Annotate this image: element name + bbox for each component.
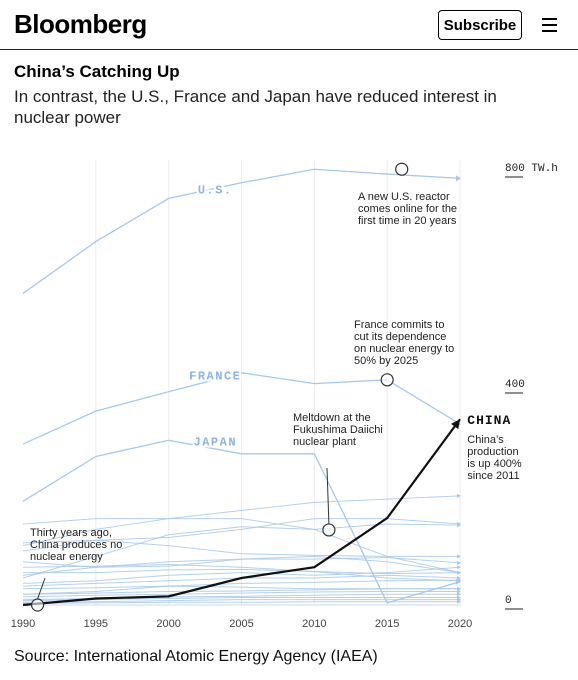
- series-line-other: [22, 579, 461, 595]
- x-tick-label: 2000: [156, 618, 180, 630]
- x-tick-label: 2010: [302, 618, 326, 630]
- annotation-text-line: 50% by 2025: [354, 355, 418, 367]
- series-arrowhead: [457, 599, 461, 604]
- series-line-china: [22, 418, 461, 607]
- series-label: U.S.: [198, 184, 233, 198]
- annotation-text-line: Fukushima Daiichi: [293, 424, 383, 436]
- series-label-china: CHINA: [467, 413, 511, 428]
- series-line-other: [22, 591, 460, 598]
- hamburger-menu-icon[interactable]: [540, 16, 560, 34]
- series-line-other: [23, 568, 461, 575]
- annotation-text-line: first time in 20 years: [358, 215, 457, 227]
- subscribe-button[interactable]: Subscribe: [438, 10, 522, 40]
- chart-title: China’s Catching Up: [14, 62, 180, 81]
- series-line-us: [22, 168, 461, 294]
- series-line-other: [22, 495, 461, 547]
- series-line-other: [22, 599, 460, 603]
- annotation-text-line: China produces no: [30, 539, 122, 551]
- series-line-other: [22, 518, 461, 574]
- annotation-text-line: Meltdown at the: [293, 412, 371, 424]
- series-label: FRANCE: [189, 369, 241, 383]
- series-label: JAPAN: [194, 436, 238, 450]
- y-tick-label: 400: [505, 379, 525, 391]
- x-tick-label: 2005: [229, 618, 253, 630]
- x-tick-label: 1990: [11, 618, 35, 630]
- series-arrowhead: [456, 175, 461, 182]
- series-line-japan: [22, 439, 461, 604]
- series-arrowhead: [457, 554, 461, 559]
- china-note-line: since 2011: [467, 470, 519, 482]
- china-note-line: is up 400%: [467, 458, 522, 470]
- annotation-leader: [326, 467, 330, 524]
- china-note-line: production: [467, 446, 518, 458]
- annotation-text-line: France commits to: [354, 319, 444, 331]
- series-line-other: [22, 523, 461, 579]
- series-line-other: [22, 556, 461, 576]
- series-line-other: [22, 566, 461, 584]
- annotation-text-line: comes online for the: [358, 203, 457, 215]
- x-tick-label: 2020: [448, 618, 472, 630]
- top-bar: Bloomberg Subscribe: [0, 0, 578, 50]
- series-arrowhead: [457, 586, 461, 591]
- annotation-text-line: Thirty years ago,: [30, 527, 112, 539]
- series-arrowhead: [457, 570, 461, 575]
- y-tick-label: 0: [505, 595, 512, 607]
- x-tick-label: 1995: [84, 618, 108, 630]
- series-arrowhead: [457, 592, 461, 597]
- source-note: Source: International Atomic Energy Agen…: [14, 648, 378, 665]
- series-arrowhead: [457, 565, 461, 570]
- annotation-marker: [30, 598, 45, 612]
- series-arrowhead: [456, 578, 461, 585]
- annotation-leader: [37, 577, 46, 600]
- line-chart: U.S. FRANCE JAPAN CHINA China’sproductionis …: [11, 160, 558, 630]
- series-line-other: [22, 588, 460, 595]
- annotation-marker: [322, 523, 336, 537]
- annotation-marker: [380, 373, 394, 387]
- annotation-text-line: A new U.S. reactor: [358, 191, 450, 203]
- annotation-text-line: nuclear energy: [30, 551, 103, 563]
- chart-subtitle: In contrast, the U.S., France and Japan …: [14, 87, 497, 127]
- x-tick-label: 2015: [375, 618, 399, 630]
- china-arrowhead: [451, 419, 460, 430]
- series-arrowhead: [457, 589, 461, 594]
- series-arrowhead: [457, 493, 461, 498]
- series-arrowhead: [457, 523, 461, 528]
- series-line-other: [22, 563, 461, 582]
- annotation-text-line: cut its dependence: [354, 331, 446, 343]
- series-arrowhead: [457, 560, 461, 565]
- bloomberg-logo[interactable]: Bloomberg: [14, 9, 147, 39]
- annotation-text-line: nuclear plant: [293, 436, 356, 448]
- annotation-text-line: on nuclear energy to: [354, 343, 454, 355]
- annotation-marker: [395, 162, 409, 176]
- china-note-line: China’s: [467, 434, 504, 446]
- y-tick-label: 800 TW.h: [505, 163, 558, 175]
